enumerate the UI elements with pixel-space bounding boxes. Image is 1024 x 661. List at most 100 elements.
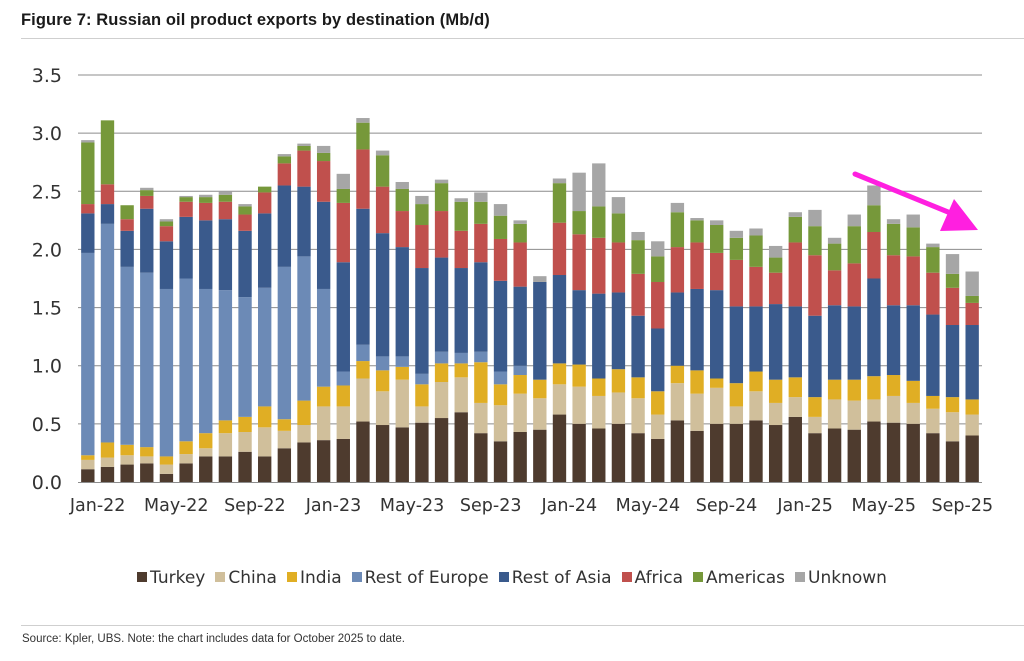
bar-stack [808, 209, 822, 482]
legend-label: Unknown [808, 568, 887, 588]
bar-segment-rest-of-europe [218, 290, 233, 421]
bar-segment-americas [945, 273, 960, 288]
bar-segment-india [592, 378, 606, 396]
bar-segment-rest-of-asia [788, 306, 802, 378]
bar-segment-rest-of-asia [375, 233, 390, 357]
y-tick-label: 0.0 [32, 472, 62, 494]
bar-segment-americas [120, 205, 134, 220]
bar-segment-india [827, 379, 842, 400]
bar-segment-china [906, 402, 920, 424]
bar-segment-rest-of-europe [395, 356, 409, 367]
bar-segment-rest-of-asia [710, 290, 724, 379]
bar-segment-india [945, 397, 960, 413]
bar-segment-americas [886, 223, 901, 256]
bar-segment-china [729, 406, 744, 424]
bar-segment-turkey [926, 433, 940, 482]
bar-segment-unknown [199, 194, 213, 198]
bar-segment-china [316, 406, 331, 441]
bar-segment-africa [592, 237, 606, 294]
bar-segment-turkey [415, 422, 429, 482]
bar-segment-americas [238, 206, 252, 215]
bar-segment-china [611, 392, 626, 424]
bar-stack [415, 195, 429, 482]
legend-label: Rest of Asia [511, 568, 612, 588]
x-tick-label: May-25 [852, 496, 916, 516]
bar-segment-china [690, 393, 704, 431]
figure-title: Figure 7: Russian oil product exports by… [21, 11, 490, 29]
bar-segment-india [552, 363, 567, 385]
bar-segment-unknown [81, 140, 95, 143]
bar-segment-unknown [710, 220, 724, 226]
bar-segment-china [513, 393, 527, 432]
bar-segment-india [493, 384, 508, 406]
bar-segment-americas [356, 122, 370, 150]
bar-segment-turkey [572, 423, 586, 482]
bar-segment-china [827, 399, 842, 429]
bar-segment-rest-of-asia [572, 290, 586, 365]
title-divider [21, 38, 1024, 39]
bar-segment-unknown [493, 204, 508, 216]
bar-segment-africa [965, 302, 979, 326]
y-tick-label: 0.5 [32, 414, 62, 436]
bar-segment-unknown [827, 237, 842, 244]
bar-segment-rest-of-asia [670, 292, 685, 366]
bar-segment-india [297, 400, 311, 426]
bar-segment-unknown [375, 150, 390, 156]
bar-stack [100, 120, 115, 482]
bar-segment-rest-of-asia [906, 305, 920, 381]
legend-item: Rest of Europe [351, 568, 489, 588]
bar-segment-turkey [159, 473, 174, 482]
legend-item: Rest of Asia [498, 568, 612, 588]
bar-segment-americas [474, 201, 488, 224]
bar-segment-china [572, 386, 586, 424]
bar-segment-africa [159, 226, 174, 242]
bar-segment-africa [631, 273, 645, 316]
bar-segment-africa [867, 231, 881, 279]
legend-label: Turkey [150, 568, 206, 588]
bar-segment-china [218, 433, 233, 457]
bar-segment-india [631, 377, 645, 399]
bar-segment-africa [120, 219, 134, 231]
bar-segment-africa [749, 266, 763, 307]
bar-segment-turkey [336, 438, 350, 482]
legend-swatch [215, 572, 226, 582]
bar-segment-india [729, 383, 744, 407]
bar-groups [81, 118, 979, 482]
bar-segment-americas [749, 235, 763, 267]
bar-segment-china [749, 391, 763, 421]
bar-segment-india [218, 420, 233, 434]
y-tick-label: 3.0 [32, 123, 62, 145]
bar-stack [788, 212, 802, 482]
bar-segment-americas [199, 197, 213, 203]
bar-stack [474, 192, 488, 482]
legend-label: China [228, 568, 277, 588]
bar-segment-unknown [690, 218, 704, 221]
bar-stack [297, 143, 311, 482]
legend-label: Rest of Europe [364, 568, 489, 588]
bar-segment-americas [670, 212, 685, 248]
bar-segment-turkey [945, 441, 960, 482]
bar-segment-india [906, 380, 920, 403]
bar-stack [218, 191, 233, 482]
bar-segment-rest-of-europe [415, 373, 429, 385]
bar-segment-china [886, 395, 901, 423]
bar-segment-rest-of-asia [297, 186, 311, 257]
bar-segment-africa [336, 202, 350, 263]
bar-stack [886, 219, 901, 482]
bar-segment-turkey [827, 428, 842, 482]
bar-segment-americas [867, 205, 881, 232]
bar-segment-africa [651, 281, 665, 329]
bar-segment-china [277, 430, 292, 449]
bar-segment-india [808, 397, 822, 417]
bar-stack [199, 194, 213, 482]
bar-segment-americas [808, 226, 822, 256]
bar-segment-americas [611, 213, 626, 243]
bar-segment-india [867, 376, 881, 400]
x-tick-label: Sep-25 [932, 496, 994, 516]
bar-segment-turkey [375, 425, 390, 482]
bar-segment-india [886, 375, 901, 396]
bar-stack [670, 202, 685, 482]
bar-segment-china [415, 406, 429, 423]
bar-segment-unknown [572, 172, 586, 212]
bar-stack [710, 220, 724, 482]
